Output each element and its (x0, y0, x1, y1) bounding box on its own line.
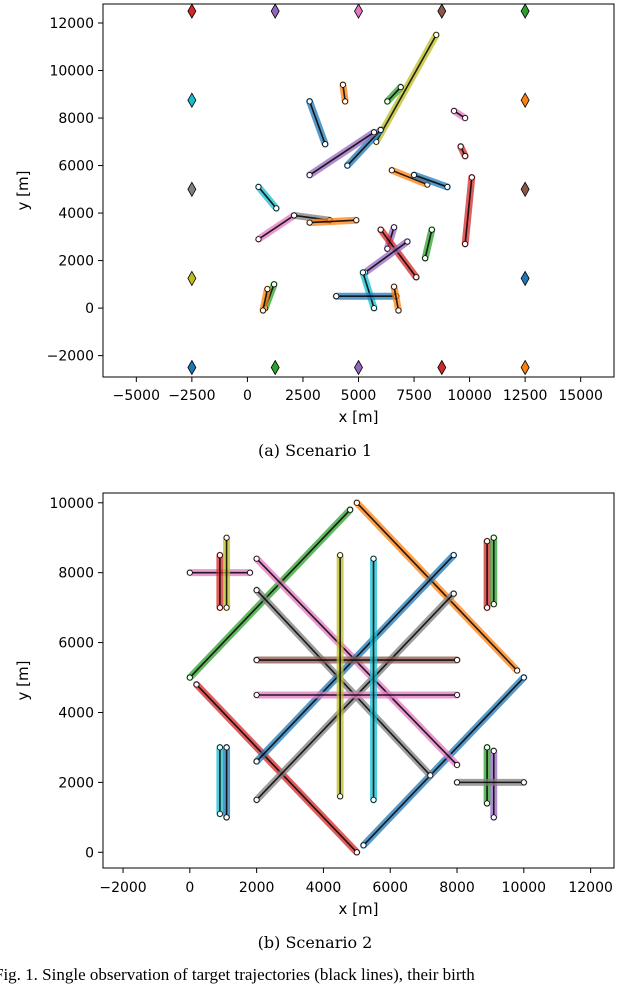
birth-marker (187, 3, 197, 19)
trajectory (483, 743, 491, 807)
y-tick-label: 12000 (49, 16, 94, 32)
x-tick-label: 12000 (568, 880, 613, 896)
trajectory (461, 173, 476, 248)
birth-marker (354, 3, 363, 19)
birth-marker (187, 181, 197, 198)
trajectory (216, 551, 224, 612)
y-tick-label: 4000 (58, 206, 94, 222)
x-tick-label: 12500 (503, 388, 548, 404)
trajectory (306, 216, 360, 227)
trajectory (383, 83, 405, 105)
y-tick-label: 6000 (58, 159, 94, 175)
trajectory (255, 211, 298, 243)
trajectory (332, 292, 400, 300)
trajectory (253, 691, 461, 699)
plot-frame (102, 492, 615, 869)
y-axis-label: y [m] (14, 171, 32, 211)
birth-marker (437, 3, 447, 19)
birth-marker (520, 181, 530, 198)
x-axis-label: x [m] (339, 408, 379, 426)
birth-marker (520, 3, 530, 19)
y-tick-label: 2000 (58, 254, 94, 270)
trajectory (255, 183, 280, 212)
birth-marker (187, 270, 197, 287)
trajectory (186, 506, 354, 682)
x-tick-label: 15000 (558, 388, 603, 404)
birth-marker (354, 359, 363, 376)
y-tick-label: 0 (85, 845, 94, 861)
chart-scenario-1: −5000 −2500 0 2500 5000 7500 10000 12500 15000 −2… (14, 3, 615, 426)
birth-marker (520, 92, 530, 109)
y-tick-label: −2000 (47, 349, 94, 365)
y-tick-label: 4000 (58, 705, 94, 721)
x-axis-label: x [m] (339, 900, 379, 918)
trajectory (360, 674, 528, 849)
trajectory (457, 143, 469, 160)
caption-scenario-1: (a) Scenario 1 (258, 441, 372, 460)
trajectory (377, 226, 420, 281)
x-tick-label: 6000 (372, 880, 408, 896)
trajectory (339, 81, 349, 105)
x-tick-label: 10000 (447, 388, 492, 404)
trajectory (372, 31, 440, 146)
trajectory (390, 283, 402, 314)
trajectory (453, 778, 528, 786)
trajectory (353, 499, 521, 675)
caption-scenario-2: (b) Scenario 2 (258, 933, 373, 952)
y-tick-label: 8000 (58, 111, 94, 127)
x-tick-label: −5000 (113, 388, 160, 404)
trajectory (450, 107, 469, 122)
trajectory (259, 285, 271, 314)
trajectory (223, 534, 231, 612)
birth-marker (187, 359, 197, 376)
trajectory (359, 268, 378, 312)
x-tick-label: 7500 (396, 388, 432, 404)
x-tick-label: 0 (185, 880, 194, 896)
trajectory (388, 166, 431, 189)
trajectory (216, 743, 224, 818)
x-tick-label: 0 (243, 388, 252, 404)
trajectory (370, 555, 378, 804)
plot-frame (102, 3, 615, 378)
trajectory (253, 656, 461, 664)
y-tick-label: 2000 (58, 775, 94, 791)
y-tick-label: 0 (85, 301, 94, 317)
x-tick-label: 10000 (502, 880, 547, 896)
x-tick-label: 2000 (239, 880, 275, 896)
trajectory (343, 126, 385, 170)
figure-caption: Fig. 1. Single observation of target tra… (0, 965, 475, 984)
trajectory (193, 681, 361, 856)
trajectory (306, 97, 329, 148)
x-tick-label: 4000 (306, 880, 342, 896)
trajectory (410, 171, 451, 191)
trajectory (483, 537, 491, 612)
chart-scenario-2: −2000 0 2000 4000 6000 8000 10000 12000 0 2000 400… (14, 492, 615, 918)
x-tick-label: 5000 (341, 388, 377, 404)
trajectory (421, 226, 436, 262)
x-tick-label: 2500 (285, 388, 321, 404)
y-tick-label: 10000 (49, 496, 94, 512)
birth-marker (187, 92, 197, 109)
x-tick-label: −2500 (168, 388, 215, 404)
birth-marker (270, 3, 280, 19)
y-tick-label: 8000 (58, 566, 94, 582)
birth-marker (520, 270, 530, 287)
x-tick-label: 8000 (439, 880, 475, 896)
trajectory (223, 743, 231, 821)
y-tick-label: 6000 (58, 636, 94, 652)
trajectory (306, 128, 378, 179)
trajectory (490, 534, 498, 608)
x-tick-label: −2000 (99, 880, 146, 896)
y-axis-label: y [m] (14, 661, 32, 701)
birth-marker (520, 359, 530, 376)
y-tick-label: 10000 (49, 64, 94, 80)
birth-marker (437, 359, 447, 376)
trajectory (336, 551, 344, 800)
birth-marker (270, 359, 280, 376)
